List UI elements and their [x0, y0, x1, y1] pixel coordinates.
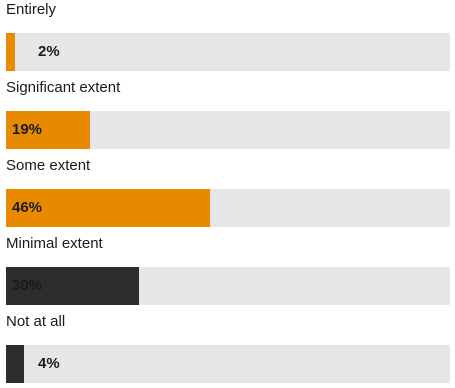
- bar-row-significant-extent: Significant extent 19%: [0, 78, 455, 154]
- category-label-minimal-extent: Minimal extent: [6, 235, 103, 252]
- category-label-entirely: Entirely: [6, 1, 57, 18]
- value-label-minimal-extent: 30%: [12, 277, 43, 294]
- value-label-some-extent: 46%: [12, 199, 43, 216]
- category-label-some-extent: Some extent: [6, 157, 91, 174]
- category-label-not-at-all: Not at all: [6, 313, 66, 330]
- bar-minimal-extent: [6, 267, 139, 305]
- bar-row-minimal-extent: Minimal extent 30%: [0, 234, 455, 310]
- bar-entirely: [6, 33, 15, 71]
- bar-track-not-at-all: 4%: [6, 345, 450, 383]
- bar-track-minimal-extent: 30%: [6, 267, 450, 305]
- bar-row-some-extent: Some extent 46%: [0, 156, 455, 232]
- bar-row-not-at-all: Not at all 4%: [0, 312, 455, 388]
- bar-not-at-all: [6, 345, 24, 383]
- value-label-entirely: 2%: [38, 43, 60, 60]
- category-label-significant-extent: Significant extent: [6, 79, 121, 96]
- bar-track-significant-extent: 19%: [6, 111, 450, 149]
- bar-some-extent: [6, 189, 210, 227]
- bar-track-entirely: 2%: [6, 33, 450, 71]
- value-label-not-at-all: 4%: [38, 355, 60, 372]
- bar-significant-extent: [6, 111, 90, 149]
- bar-row-entirely: Entirely 2%: [0, 0, 455, 76]
- value-label-significant-extent: 19%: [12, 121, 43, 138]
- bar-track-some-extent: 46%: [6, 189, 450, 227]
